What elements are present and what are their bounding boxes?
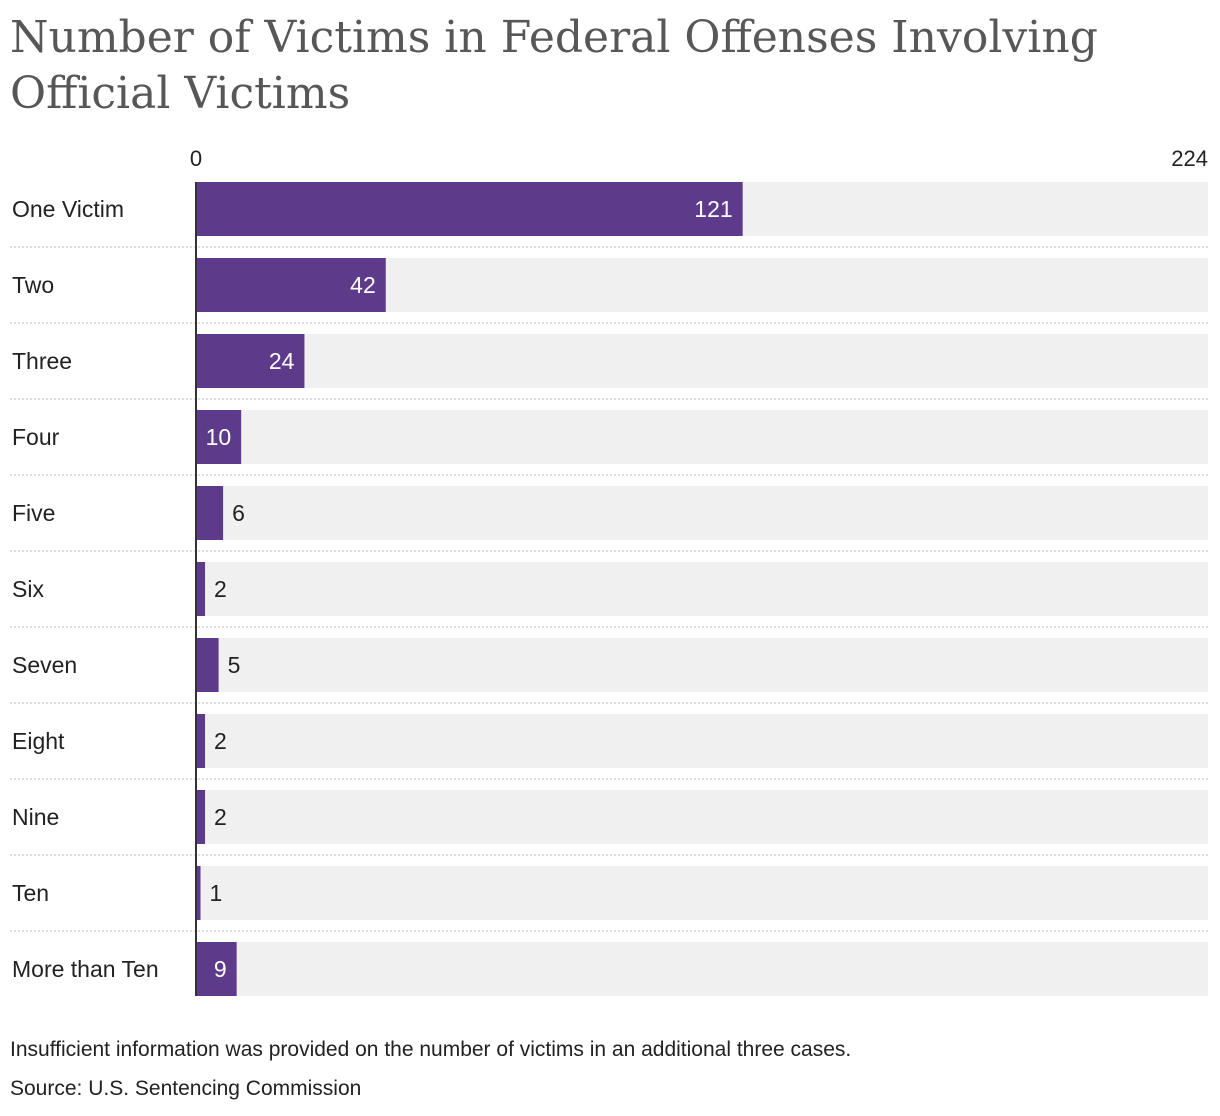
value-label: 1 [210,880,223,906]
value-label: 121 [694,196,732,222]
bar [196,258,386,312]
chart-title: Number of Victims in Federal Offenses In… [10,12,1098,119]
bar-track [196,866,1208,920]
value-label: 2 [214,576,227,602]
value-label: 2 [214,728,227,754]
bar [196,638,219,692]
category-label: More than Ten [12,956,159,982]
bar-track [196,638,1208,692]
category-label: One Victim [12,196,124,222]
value-label: 24 [269,348,295,374]
category-label: Six [12,576,44,602]
category-label: Three [12,348,72,374]
category-label: Ten [12,880,49,906]
category-label: Four [12,424,60,450]
bar [196,486,224,540]
category-label: Seven [12,652,77,678]
value-label: 2 [214,804,227,830]
bar-track [196,942,1208,996]
category-label: Five [12,500,55,526]
category-label: Nine [12,804,59,830]
bar [196,866,201,920]
bar [196,410,242,464]
bar [196,334,305,388]
bar-track [196,334,1208,388]
bar-track [196,486,1208,540]
bar-track [196,562,1208,616]
value-label: 10 [206,424,232,450]
bar [196,182,743,236]
bar [196,942,237,996]
chart-source: Source: U.S. Sentencing Commission [10,1077,362,1100]
axis-min-label: 0 [190,146,202,171]
category-label: Two [12,272,54,298]
bar [196,790,206,844]
bar-chart: 0 224 One Victim 121 Two 42 Three 24 Four 10 Five 6… [10,146,1208,996]
bar [196,714,206,768]
category-label: Eight [12,728,65,754]
value-label: 5 [228,652,241,678]
bar-track [196,790,1208,844]
chart-note: Insufficient information was provided on… [10,1038,852,1061]
value-label: 6 [232,500,245,526]
bar [196,562,206,616]
axis-max-label: 224 [1171,146,1208,171]
bar-track [196,714,1208,768]
value-label: 9 [214,956,227,982]
bar-track [196,410,1208,464]
value-label: 42 [350,272,376,298]
